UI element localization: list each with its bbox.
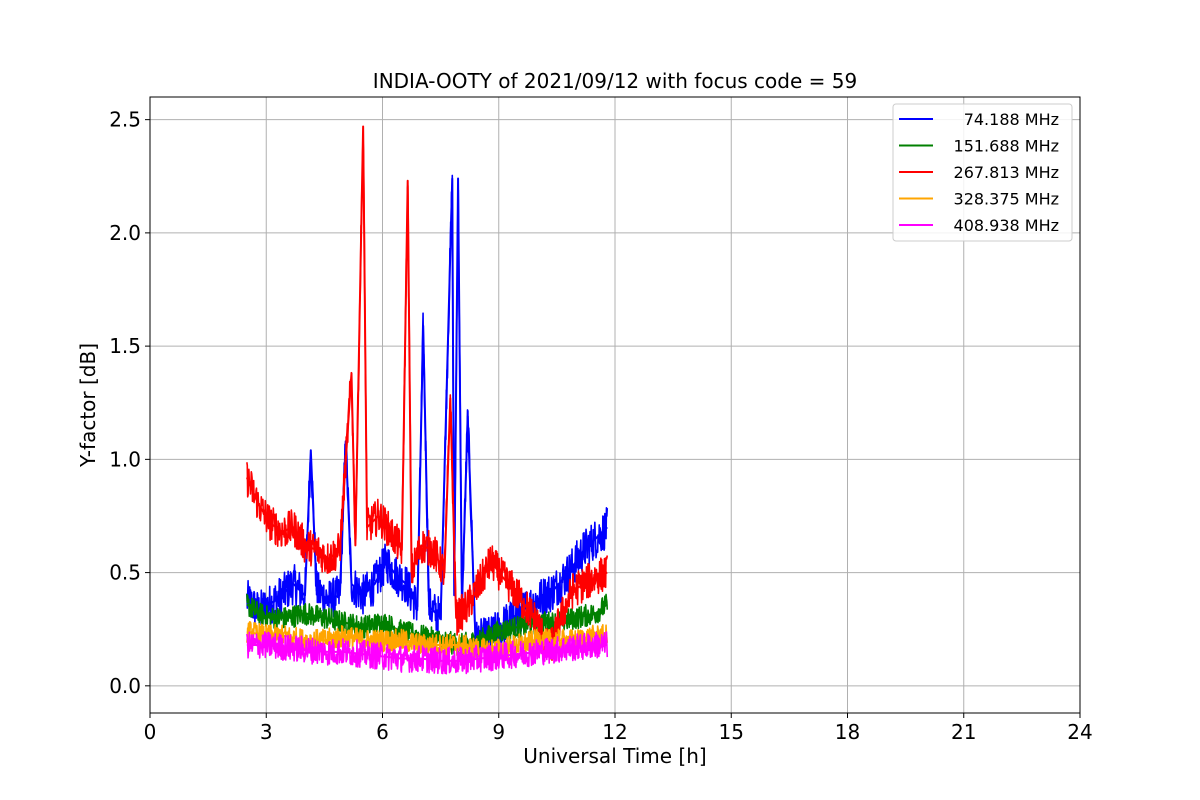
series-layer <box>245 125 609 675</box>
x-tick-label: 9 <box>492 720 505 744</box>
y-axis: 0.0 0.5 1.0 1.5 2.0 2.5 <box>109 108 150 698</box>
legend-box <box>892 103 1073 242</box>
y-tick-label: 1.0 <box>109 447 141 471</box>
x-tick-label: 6 <box>376 720 389 744</box>
x-tick-label: 15 <box>719 720 744 744</box>
y-tick-label: 0.5 <box>109 561 141 585</box>
series-points-3 <box>245 125 608 653</box>
x-tick-label: 24 <box>1067 720 1092 744</box>
x-tick-label: 0 <box>144 720 157 744</box>
x-tick-label: 18 <box>835 720 860 744</box>
x-axis-label: Universal Time [h] <box>523 744 706 768</box>
x-axis: 0 3 6 9 12 15 18 21 24 <box>144 713 1093 744</box>
x-tick-label: 3 <box>260 720 273 744</box>
series-line-5 <box>246 631 609 675</box>
legend-label: 151.688 MHz <box>954 137 1059 156</box>
chart-title: INDIA-OOTY of 2021/09/12 with focus code… <box>373 69 857 93</box>
legend: 74.188 MHz 151.688 MHz 267.813 MHz 328.375 … <box>892 103 1073 242</box>
x-tick-label: 12 <box>602 720 627 744</box>
y-tick-label: 2.5 <box>109 108 141 132</box>
y-axis-label: Y-factor [dB] <box>76 343 100 468</box>
legend-label: 267.813 MHz <box>954 163 1059 182</box>
series-line-4 <box>246 620 609 662</box>
y-tick-label: 0.0 <box>109 674 141 698</box>
legend-label: 328.375 MHz <box>954 190 1059 209</box>
legend-label: 408.938 MHz <box>954 216 1059 235</box>
x-tick-label: 21 <box>951 720 976 744</box>
y-tick-label: 2.0 <box>109 221 141 245</box>
legend-label: 74.188 MHz <box>964 110 1059 129</box>
y-tick-label: 1.5 <box>109 334 141 358</box>
series-points-5 <box>246 644 608 662</box>
